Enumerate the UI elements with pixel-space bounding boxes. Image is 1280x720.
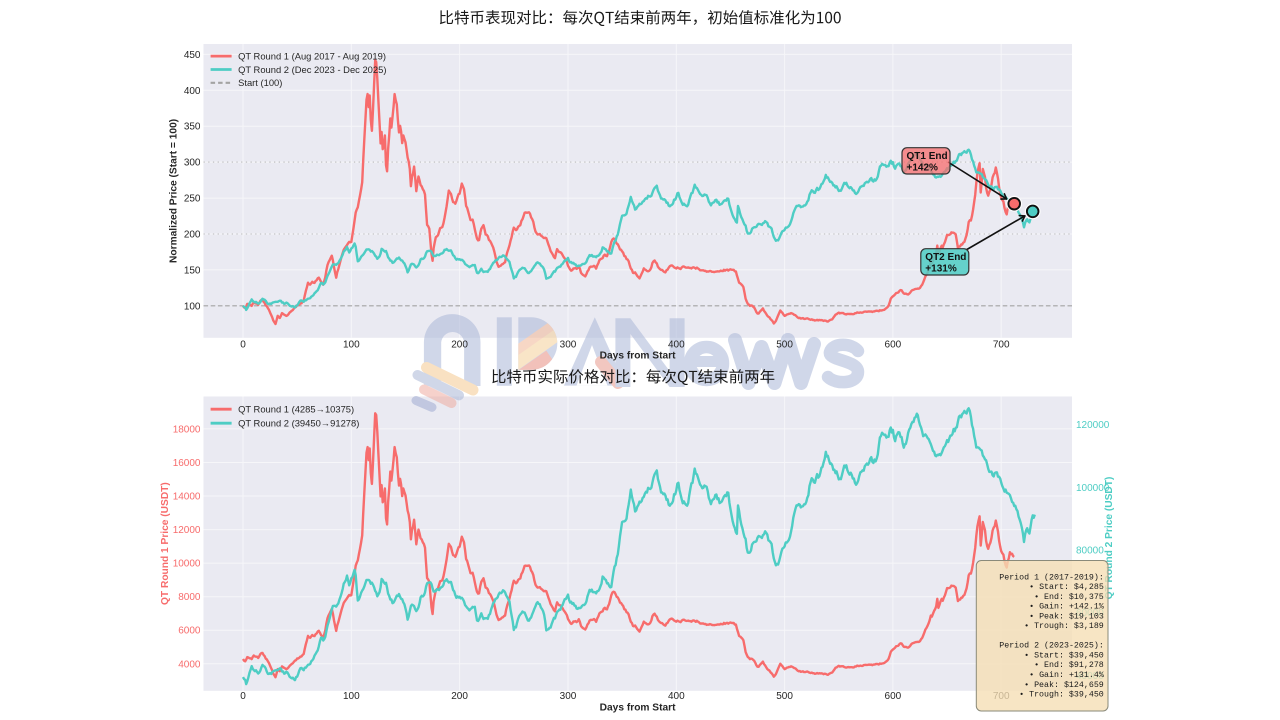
svg-text:• End: $10,375: • End: $10,375: [1034, 592, 1104, 602]
svg-text:400: 400: [184, 86, 201, 97]
svg-text:12000: 12000: [173, 525, 201, 536]
svg-text:QT2 End: QT2 End: [925, 252, 966, 263]
svg-text:Days from Start: Days from Start: [600, 702, 676, 713]
svg-text:• Trough: $3,189: • Trough: $3,189: [1024, 621, 1104, 631]
svg-text:+142%: +142%: [907, 162, 939, 173]
svg-text:200: 200: [451, 691, 468, 702]
svg-text:400: 400: [668, 691, 685, 702]
svg-text:• Peak: $19,103: • Peak: $19,103: [1029, 611, 1104, 621]
svg-text:14000: 14000: [173, 492, 201, 503]
svg-text:QT Round 1 (4285→10375): QT Round 1 (4285→10375): [238, 404, 354, 415]
svg-text:500: 500: [776, 691, 793, 702]
svg-text:QT Round 2 (39450→91278): QT Round 2 (39450→91278): [238, 418, 359, 429]
svg-text:0: 0: [240, 339, 246, 350]
svg-text:0: 0: [240, 691, 246, 702]
svg-text:• Start: $4,285: • Start: $4,285: [1029, 582, 1104, 592]
svg-text:QT Round 2 Price (USDT): QT Round 2 Price (USDT): [1104, 477, 1115, 600]
svg-text:QT Round 1 Price (USDT): QT Round 1 Price (USDT): [160, 482, 171, 605]
svg-text:18000: 18000: [173, 424, 201, 435]
svg-text:Start (100): Start (100): [238, 77, 282, 88]
svg-text:300: 300: [560, 339, 577, 350]
svg-text:4000: 4000: [178, 659, 201, 670]
svg-text:100: 100: [343, 691, 360, 702]
svg-text:+131%: +131%: [925, 263, 957, 274]
svg-text:500: 500: [776, 339, 793, 350]
svg-text:200: 200: [451, 339, 468, 350]
svg-text:400: 400: [668, 339, 685, 350]
svg-text:80000: 80000: [1076, 546, 1104, 557]
svg-text:Days from Start: Days from Start: [600, 350, 676, 361]
svg-text:• End: $91,278: • End: $91,278: [1034, 660, 1104, 670]
svg-text:6000: 6000: [178, 626, 201, 637]
svg-text:Period 1 (2017-2019):: Period 1 (2017-2019):: [999, 572, 1104, 582]
svg-text:100: 100: [343, 339, 360, 350]
svg-text:100000: 100000: [1076, 483, 1110, 494]
svg-text:600: 600: [885, 691, 902, 702]
svg-text:• Gain: +131.4%: • Gain: +131.4%: [1029, 670, 1104, 680]
svg-text:• Start: $39,450: • Start: $39,450: [1024, 651, 1104, 661]
svg-text:450: 450: [184, 50, 201, 61]
svg-text:300: 300: [560, 691, 577, 702]
svg-text:Normalized Price (Start = 100): Normalized Price (Start = 100): [169, 119, 180, 263]
svg-text:700: 700: [993, 339, 1010, 350]
svg-text:• Gain: +142.1%: • Gain: +142.1%: [1029, 602, 1104, 612]
svg-text:300: 300: [184, 158, 201, 169]
svg-text:QT Round 2 (Dec 2023 - Dec 202: QT Round 2 (Dec 2023 - Dec 2025): [238, 64, 386, 75]
svg-text:350: 350: [184, 122, 201, 133]
svg-text:16000: 16000: [173, 458, 201, 469]
svg-text:Period 2 (2023-2025):: Period 2 (2023-2025):: [999, 641, 1104, 651]
svg-text:10000: 10000: [173, 559, 201, 570]
svg-text:100: 100: [184, 301, 201, 312]
svg-text:600: 600: [885, 339, 902, 350]
svg-text:8000: 8000: [178, 592, 201, 603]
svg-text:250: 250: [184, 194, 201, 205]
svg-text:120000: 120000: [1076, 420, 1110, 431]
svg-text:• Trough: $39,450: • Trough: $39,450: [1019, 690, 1104, 700]
svg-text:QT1 End: QT1 End: [907, 151, 948, 162]
svg-text:QT Round 1 (Aug 2017 - Aug 201: QT Round 1 (Aug 2017 - Aug 2019): [238, 50, 386, 61]
svg-text:200: 200: [184, 230, 201, 241]
svg-text:150: 150: [184, 265, 201, 276]
svg-text:• Peak: $124,659: • Peak: $124,659: [1024, 680, 1104, 690]
